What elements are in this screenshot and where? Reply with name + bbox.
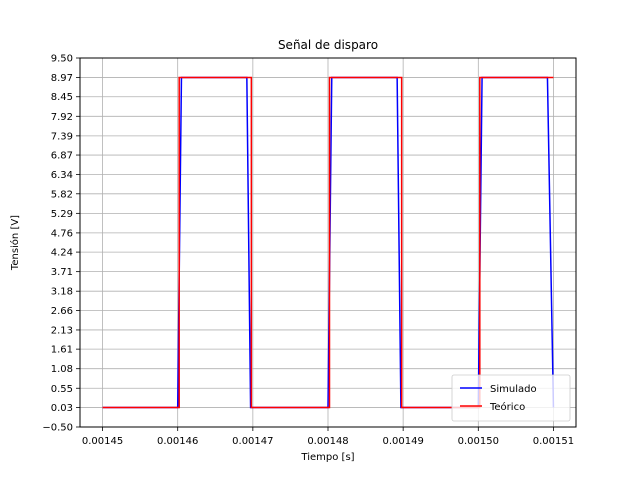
x-tick-label: 0.00147: [232, 436, 273, 447]
y-tick-label: 9.50: [51, 54, 73, 65]
y-axis-ticks: −0.50 0.03 0.55 1.08 1.61 2.13 2.66 3.18 3.71 4.2…: [42, 54, 80, 434]
y-tick-label: 1.08: [51, 364, 73, 375]
legend-box: [451, 374, 571, 422]
y-tick-label: 6.34: [51, 170, 73, 181]
y-axis-label: Tensión [V]: [9, 215, 21, 271]
y-tick-label: −0.50: [42, 423, 73, 434]
y-tick-label: 3.71: [51, 267, 73, 278]
x-axis-label: Tiempo [s]: [300, 452, 354, 463]
y-tick-label: 0.55: [51, 384, 73, 395]
y-tick-label: 8.97: [51, 73, 73, 84]
x-axis-ticks: 0.00145 0.00146 0.00147 0.00148 0.00149 0.001…: [82, 427, 574, 447]
legend-label: Teórico: [489, 401, 525, 413]
x-tick-label: 0.00150: [458, 436, 499, 447]
legend-label: Simulado: [490, 384, 537, 395]
legend: Simulado Teórico: [451, 374, 571, 422]
x-tick-label: 0.00145: [82, 436, 123, 447]
y-tick-label: 7.92: [51, 112, 73, 123]
y-tick-label: 8.45: [51, 92, 73, 103]
y-tick-label: 7.39: [51, 131, 73, 142]
y-tick-label: 4.76: [51, 228, 73, 239]
y-tick-label: 6.87: [51, 151, 73, 162]
y-tick-label: 5.29: [51, 209, 73, 220]
y-tick-label: 2.13: [51, 325, 73, 336]
y-tick-label: 2.66: [51, 306, 73, 317]
series-line-teórico: [102, 76, 554, 409]
x-tick-label: 0.00146: [157, 436, 198, 447]
x-tick-label: 0.00148: [307, 436, 348, 447]
y-tick-label: 5.82: [51, 189, 73, 200]
y-tick-label: 0.03: [51, 403, 73, 414]
chart-title: Señal de disparo: [278, 38, 378, 52]
y-tick-label: 1.61: [51, 345, 73, 356]
y-tick-label: 3.18: [51, 287, 73, 298]
x-tick-label: 0.00151: [533, 436, 574, 447]
y-tick-label: 4.24: [51, 248, 73, 259]
series-lines: [102, 76, 555, 409]
x-tick-label: 0.00149: [382, 436, 423, 447]
